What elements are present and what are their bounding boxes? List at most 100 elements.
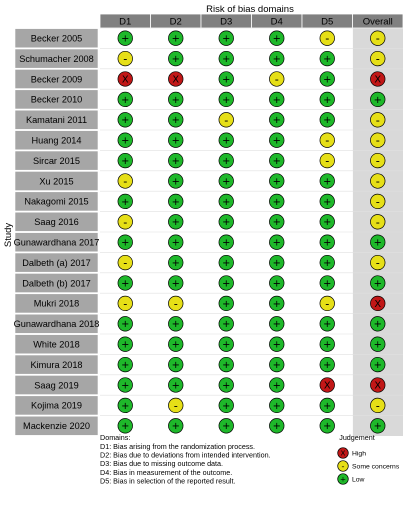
study-label-bg [14,109,99,130]
study-label-bg [14,150,99,171]
rating-d4: + [269,377,285,393]
rating-d3: + [218,316,234,332]
rating-d4-circle [269,193,285,210]
rating-overall: - [370,173,386,189]
rating-overall-symbol: - [376,175,380,188]
rating-d1: + [117,275,133,291]
rating-d5-circle [319,173,335,189]
legend-high: X [337,447,349,459]
rating-d4: + [269,50,285,67]
column-header-d1: D1 [119,17,131,28]
rating-overall-circle [370,132,386,148]
rating-d3: + [218,254,234,271]
legend-low-circle [337,473,349,485]
rating-d5: + [319,397,335,414]
rating-d5-symbol: + [323,319,331,330]
study-label: White 2018 [33,340,79,350]
rating-d2-symbol: + [172,156,180,167]
rating-d5: + [319,214,335,230]
rating-overall-symbol: - [376,155,380,168]
legend-some: - [337,460,349,472]
study-label-bg [14,89,99,110]
rating-d5: - [319,30,335,46]
rating-d2-symbol: + [172,197,180,208]
rating-overall: + [370,316,386,332]
rating-d4-circle [269,30,285,46]
rating-d2-symbol: + [172,95,180,106]
study-label: Becker 2010 [31,95,83,105]
legend-label-some: Some concerns [352,464,400,471]
rating-d4-symbol: + [273,401,281,412]
rating-d4-symbol: + [273,176,281,187]
column-header-d3: D3 [220,17,232,28]
study-label: Kojima 2019 [31,401,82,411]
rating-d1-circle [117,418,133,434]
rating-overall-circle [370,193,386,210]
rating-overall-circle [370,316,386,332]
rating-d2-circle [168,356,184,373]
rating-d4: + [269,356,285,373]
rating-overall-circle [370,71,386,87]
rating-d1-circle [117,71,133,87]
rating-d3: + [218,214,234,230]
rating-overall: - [370,193,386,210]
rating-d1-circle [117,397,133,414]
rating-overall-circle [370,254,386,271]
rating-d2: + [168,336,184,352]
rating-d3: + [218,152,234,169]
rating-d2: + [168,91,184,108]
rating-d2: + [168,356,184,373]
rating-d2-symbol: + [172,380,180,391]
rating-d2: + [168,254,184,271]
rating-overall-symbol: - [376,257,380,270]
rating-d1-symbol: - [123,257,127,270]
legend-title: Judgement [339,433,375,442]
rating-d3: + [218,30,234,46]
study-label-bg [14,28,99,49]
rating-d5: + [319,336,335,352]
study-label: Becker 2009 [31,74,83,84]
rating-overall: + [370,418,386,434]
rating-d2-circle [168,193,184,210]
rating-d2-symbol: + [172,136,180,147]
rating-d3-symbol: + [222,380,230,391]
rating-d3: + [218,50,234,67]
rating-d3-symbol: + [222,319,230,330]
rating-d4-circle [269,71,285,87]
rating-d4-circle [269,356,285,373]
rating-d1-symbol: + [121,340,129,351]
rating-d2-circle [168,275,184,291]
rating-d3-symbol: + [222,258,230,269]
rating-d4: + [269,173,285,189]
study-label-bg [14,48,99,69]
rating-d4-symbol: + [273,115,281,126]
study-label-bg [14,415,99,436]
rating-d1: + [117,356,133,373]
rating-d3-symbol: + [222,176,230,187]
study-label: Gunawardhana 2018 [14,319,100,329]
study-label: Saag 2016 [34,217,78,227]
rating-overall-symbol: - [376,195,380,208]
rating-d2-circle [168,132,184,148]
rating-d4-symbol: + [273,156,281,167]
domains-footnote: Domains:D1: Bias arising from the random… [100,433,271,485]
rating-d5-circle [319,295,335,312]
rating-d3-circle [218,112,234,128]
rating-d2-circle [168,295,184,312]
rating-d2-circle [168,152,184,169]
study-label-bg [14,130,99,151]
rating-overall-circle [370,30,386,46]
rating-overall-circle [370,112,386,128]
rating-overall: X [370,295,386,312]
rating-d1-circle [117,234,133,250]
rating-overall-circle [370,336,386,352]
rating-d1-symbol: + [121,95,129,106]
rating-d2-circle [168,71,184,87]
rating-d4-symbol: + [273,258,281,269]
rating-d3-circle [218,214,234,230]
rating-overall: + [370,275,386,291]
rating-d5-symbol: + [323,340,331,351]
rating-d2-circle [168,397,184,414]
rating-d3-circle [218,254,234,271]
study-label: Becker 2005 [31,34,83,44]
